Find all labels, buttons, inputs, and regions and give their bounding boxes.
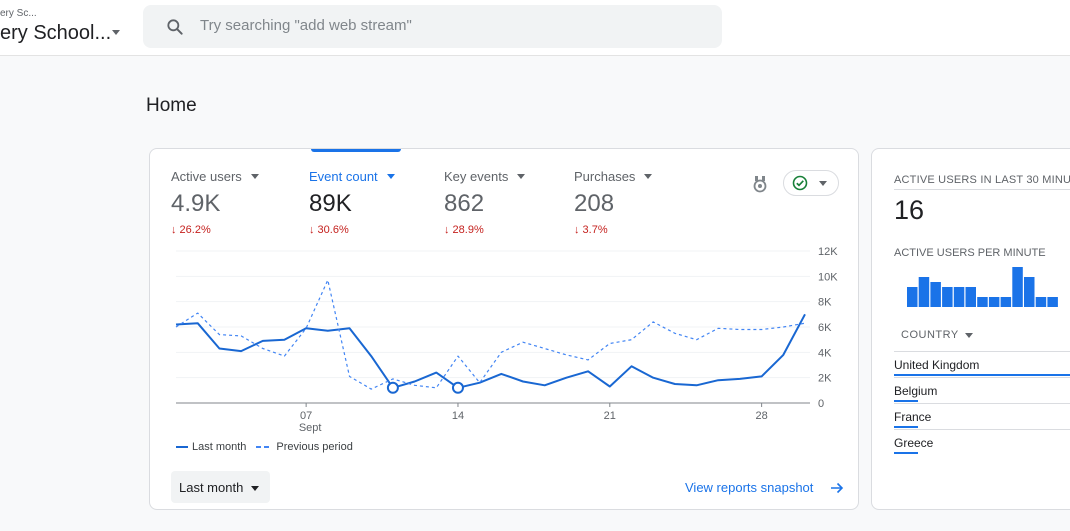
x-tick-label: 07 [300,410,312,422]
y-tick-label: 6K [818,322,832,334]
country-name: France [894,410,932,424]
country-name: Greece [894,436,934,450]
data-point-marker [451,381,464,394]
chevron-down-icon [517,174,526,179]
chevron-down-icon [250,174,259,179]
country-name: United Kingdom [894,358,980,372]
x-tick-label: 21 [604,410,616,422]
per-minute-bar [942,287,953,307]
metric-delta: ↓ 3.7% [574,224,608,236]
legend-solid-swatch [176,446,188,448]
chart-legend: Last month Previous period [176,441,353,453]
view-reports-snapshot-link[interactable]: View reports snapshot [685,480,814,495]
realtime-title: ACTIVE USERS IN LAST 30 MINUTES [894,174,1070,186]
country-dimension-selector[interactable]: COUNTRY [901,329,973,341]
per-minute-bar [1012,267,1023,307]
divider [894,189,1070,190]
country-name: Belgium [894,384,938,398]
per-minute-bar [988,297,1000,307]
check-circle-icon [792,175,808,191]
per-minute-bar [918,277,930,307]
country-row[interactable]: United Kingdom [894,351,1070,377]
per-minute-bar [1024,277,1035,307]
search-bar[interactable]: Try searching "add web stream" [143,5,722,48]
search-input[interactable]: Try searching "add web stream" [200,17,412,34]
chevron-down-icon [644,174,653,179]
per-minute-bar [907,287,918,307]
y-tick-label: 12K [818,246,838,258]
arrow-right-icon[interactable] [830,481,844,495]
series-previous-period-line [175,279,806,390]
per-minute-bar-chart [907,267,1058,307]
chevron-down-icon [819,181,827,186]
country-share-bar [894,452,918,454]
metric-delta: ↓ 30.6% [309,224,349,236]
y-tick-label: 0 [818,398,824,410]
chevron-down-icon [964,332,973,338]
country-row[interactable]: Belgium [894,377,1070,403]
x-tick-sublabel: Sept [299,422,322,434]
per-minute-bar [977,297,988,307]
metric-value: 862 [444,190,485,217]
realtime-value: 16 [894,195,925,225]
y-tick-label: 8K [818,297,832,309]
chevron-down-icon[interactable] [112,30,120,35]
per-minute-bar [930,282,941,307]
country-row[interactable]: France [894,403,1070,429]
country-share-bar [894,400,918,402]
metric-label[interactable]: Purchases [574,169,653,184]
chevron-down-icon [251,486,259,491]
country-share-bar [894,426,918,428]
property-selector[interactable]: ery School... [0,22,112,44]
metric-purchases[interactable]: Purchases 208 ↓ 3.7% [574,169,653,236]
metric-label[interactable]: Event count [309,169,395,184]
per-minute-bar [1000,297,1012,307]
country-header: COUNTRY [901,329,959,341]
account-breadcrumb[interactable]: ery Sc... [0,8,37,19]
series-last-month-line [175,313,806,389]
top-bar: ery Sc... ery School... Try searching "a… [0,0,1070,56]
metric-active-users[interactable]: Active users 4.9K ↓ 26.2% [171,169,259,236]
country-row[interactable]: Greece [894,429,1070,455]
date-range-button[interactable]: Last month [171,471,270,503]
page-title: Home [146,95,197,116]
per-minute-bar [965,287,976,307]
legend-previous-period: Previous period [276,441,353,453]
metric-label[interactable]: Active users [171,169,259,184]
metric-value: 4.9K [171,190,221,217]
legend-dashed-swatch [256,446,271,448]
per-minute-bar [1047,297,1058,307]
data-quality-button[interactable] [783,170,839,196]
overview-card: Active users 4.9K ↓ 26.2% Event count 89… [149,148,859,510]
country-share-bar [894,374,1070,376]
metric-key-events[interactable]: Key events 862 ↓ 28.9% [444,169,526,236]
realtime-card: ACTIVE USERS IN LAST 30 MINUTES 16 ACTIV… [871,148,1070,510]
selected-tab-indicator [311,149,401,152]
per-minute-bar [953,287,965,307]
metric-value: 208 [574,190,615,217]
y-tick-label: 10K [818,271,838,283]
x-tick-label: 14 [452,410,464,422]
x-tick-label: 28 [755,410,767,422]
per-minute-bar [1035,297,1047,307]
metric-label[interactable]: Key events [444,169,526,184]
metric-delta: ↓ 26.2% [171,224,211,236]
data-point-marker [386,381,399,394]
y-tick-label: 4K [818,347,832,359]
legend-last-month: Last month [192,441,247,453]
metric-event-count[interactable]: Event count 89K ↓ 30.6% [309,169,395,236]
date-range-label: Last month [179,480,244,495]
per-minute-label: ACTIVE USERS PER MINUTE [894,247,1046,259]
y-tick-label: 2K [818,373,832,385]
metric-value: 89K [309,190,352,217]
insights-icon[interactable] [750,174,770,194]
search-icon [167,19,183,35]
metric-delta: ↓ 28.9% [444,224,484,236]
chevron-down-icon [386,174,395,179]
